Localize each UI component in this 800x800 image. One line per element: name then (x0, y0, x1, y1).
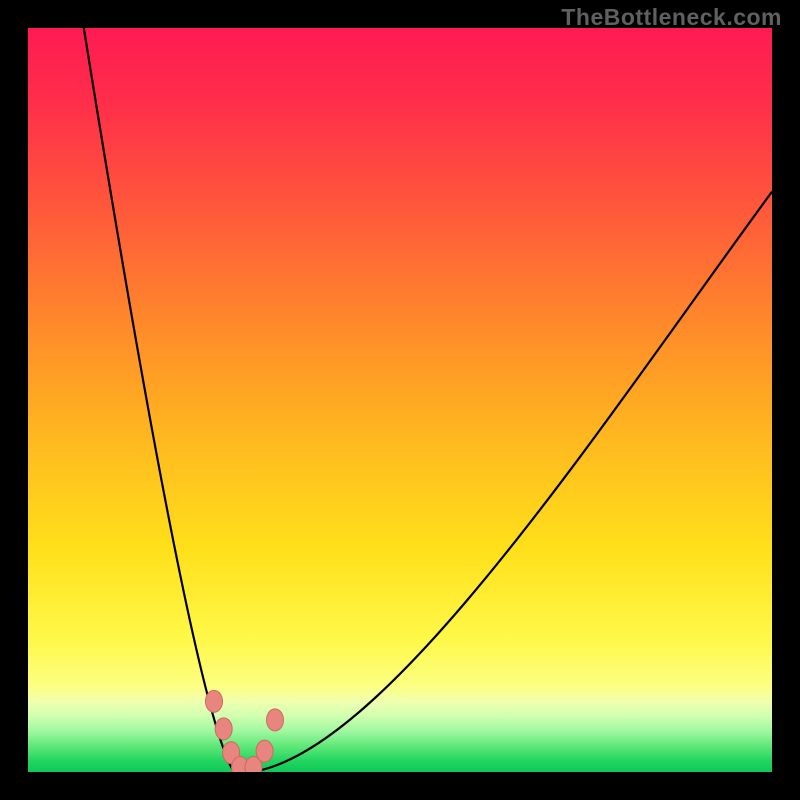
bottleneck-curve (84, 28, 772, 770)
data-marker (256, 740, 273, 762)
data-marker (245, 757, 262, 772)
gradient-background (28, 28, 772, 772)
data-markers (206, 690, 284, 772)
data-marker (267, 709, 284, 731)
data-marker (206, 690, 223, 712)
plot-area (28, 28, 772, 772)
data-marker (232, 757, 249, 772)
data-marker (215, 718, 232, 740)
chart-svg (28, 28, 772, 772)
data-marker (223, 742, 240, 764)
watermark-text: TheBottleneck.com (561, 4, 782, 31)
